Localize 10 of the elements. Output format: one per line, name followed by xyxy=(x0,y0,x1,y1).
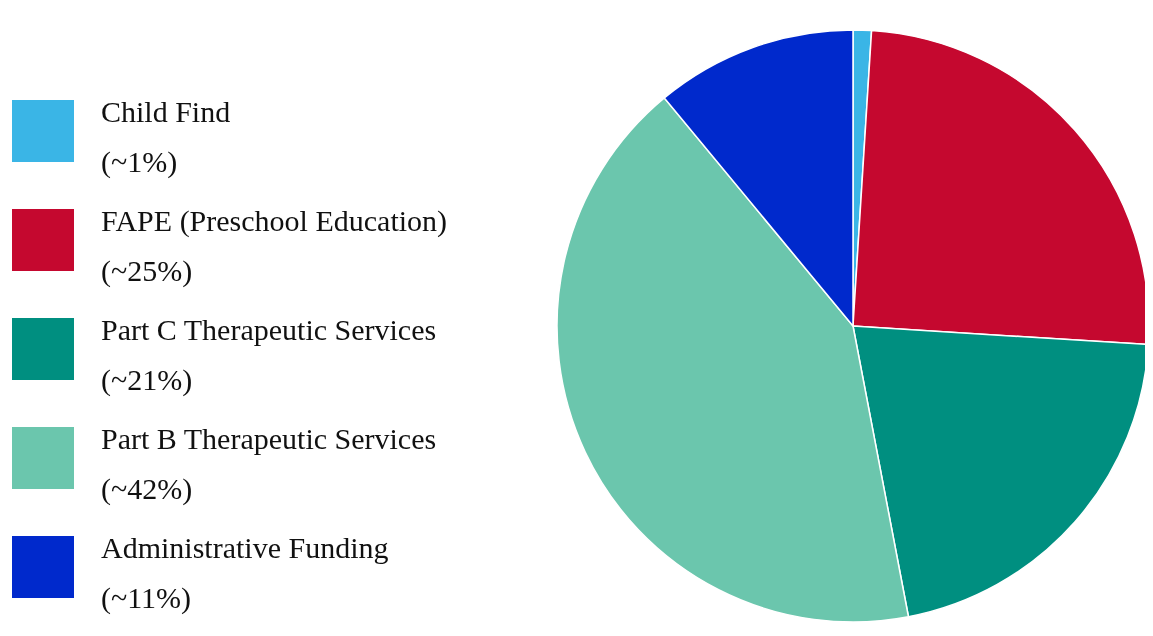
legend-label: Part B Therapeutic Services xyxy=(101,422,437,455)
data-label: (~11%) xyxy=(101,581,192,615)
data-label: (~21%) xyxy=(101,363,193,397)
data-label: (~42%) xyxy=(101,472,193,506)
data-label: (~25%) xyxy=(101,254,193,288)
data-label: (~1%) xyxy=(101,145,178,179)
legend-label: Part C Therapeutic Services xyxy=(101,313,437,346)
legend-label: Administrative Funding xyxy=(101,531,389,564)
legend-label: Child Find xyxy=(101,95,231,128)
legend-label: FAPE (Preschool Education) xyxy=(101,204,448,238)
